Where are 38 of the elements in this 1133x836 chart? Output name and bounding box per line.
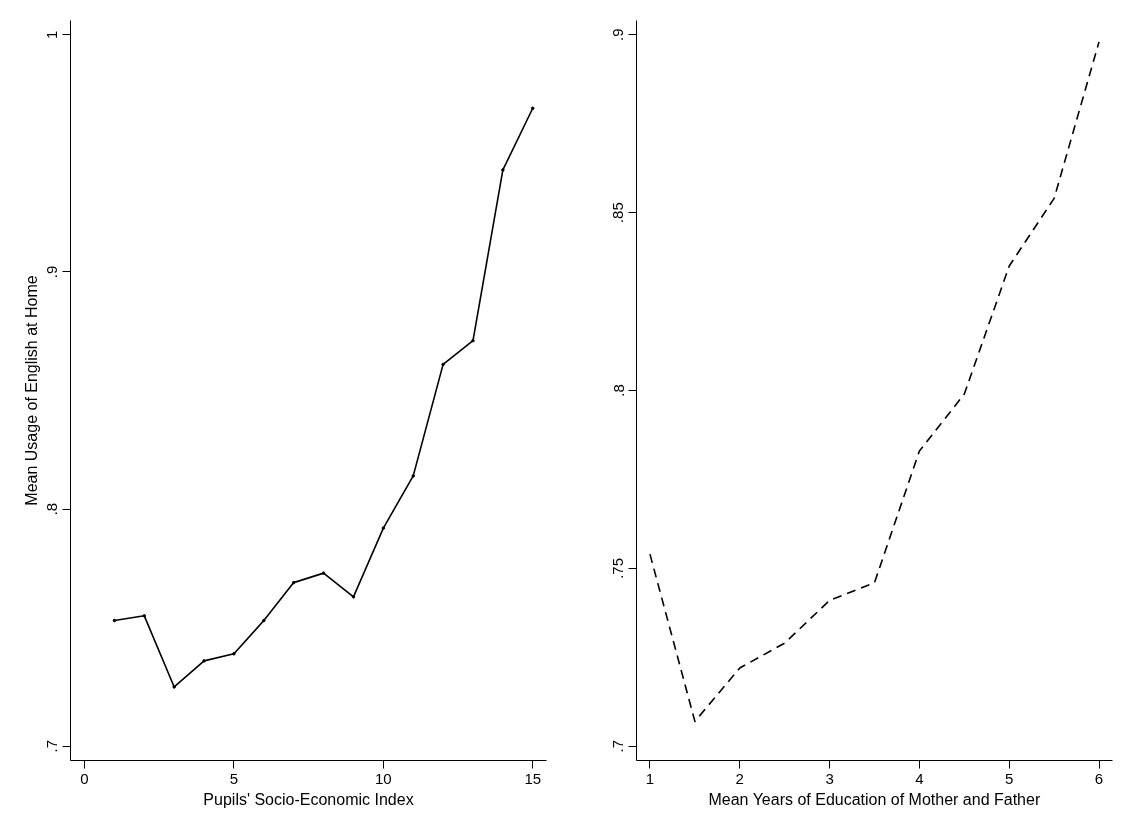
y-tick-label: .85 (609, 202, 627, 224)
point (262, 618, 266, 623)
x-tick-label: 6 (1094, 769, 1104, 787)
point (531, 106, 535, 110)
x-tick-label: 15 (524, 769, 542, 787)
y-tick-label: .8 (43, 502, 61, 516)
x-tick-label: 2 (735, 769, 744, 787)
x-tick-label: 10 (375, 769, 392, 787)
x-axis-title: Pupils' Socio-Economic Index (203, 790, 414, 808)
point (112, 618, 117, 623)
point (142, 614, 147, 618)
x-tick-label: 1 (645, 769, 655, 787)
point (232, 652, 236, 656)
y-tick-label: .9 (609, 28, 627, 41)
x-tick-label: 0 (80, 769, 89, 787)
y-tick-label: .9 (43, 265, 61, 279)
x-tick-label: 5 (229, 769, 239, 787)
y-tick-label: .7 (609, 740, 627, 753)
y-tick-label: .8 (609, 384, 627, 397)
point (471, 338, 475, 343)
point (321, 571, 326, 575)
y-tick-label: .75 (609, 557, 627, 579)
line-series (649, 41, 1100, 723)
point (291, 580, 296, 585)
point (202, 659, 206, 663)
x-tick-label: 5 (1005, 769, 1014, 787)
point (381, 526, 386, 530)
point (501, 168, 505, 172)
x-axis-title: Mean Years of Education of Mother and Father (708, 790, 1041, 808)
point (172, 685, 176, 689)
point (351, 595, 356, 599)
x-tick-label: 4 (915, 769, 924, 787)
point (441, 362, 445, 367)
x-tick-label: 3 (825, 769, 834, 787)
y-axis-title: Mean Usage of English at Home (22, 275, 40, 506)
y-tick-label: .7 (43, 740, 61, 753)
y-tick-label: 1 (43, 30, 61, 39)
point (411, 474, 415, 478)
